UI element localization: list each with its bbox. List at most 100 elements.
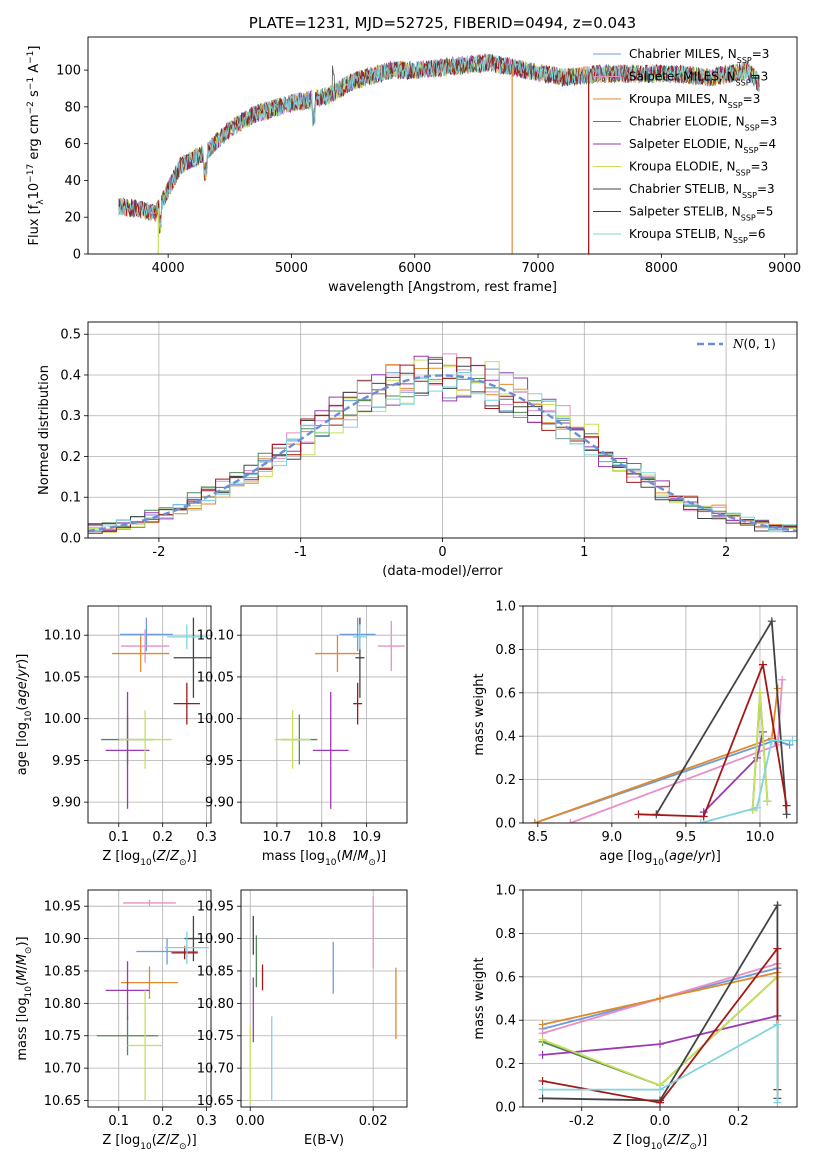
normal-reference-curve [88,374,797,533]
label-part: )] [187,1133,197,1148]
y-tick-label: 100 [56,64,81,79]
weight-marker [758,660,767,669]
y-axis-label-text: mass weight [472,957,487,1039]
plot-area [88,322,797,538]
legend-entry: Chabrier MILES, NSSP=3 [629,47,769,65]
legend-name: Salpeter MILES, N [629,70,736,84]
y-axis-label: age [log10(age/yr)] [15,654,34,776]
x-tick-label: 8.5 [527,830,548,845]
legend-eq: = [752,47,762,61]
label-part: A [27,64,42,77]
y-tick-label: 10.05 [44,670,81,685]
panel-weight-vs-z: -0.2 0.0 0.20.00.20.40.60.81.0Z [log10(Z/Z… [472,884,798,1152]
label-part: age [669,849,693,864]
x-tick-label: 10.9 [352,830,381,845]
label-subscript: 10 [140,1142,152,1152]
legend-count: 5 [766,205,774,219]
weight-marker [530,819,539,823]
legend-entry: Salpeter MILES, NSSP=3 [629,70,768,88]
y-tick-label: 9.95 [205,754,234,769]
label-part: ( [15,981,30,986]
error-cross-point [164,931,209,964]
error-cross-point [274,710,311,769]
x-axis-label: mass [log10(M/M⊙)] [262,849,386,868]
y-tick-label: 80 [64,100,81,115]
weight-marker [566,819,575,823]
y-tick-label: 10.95 [197,900,234,915]
y-tick-label: 10.85 [197,964,234,979]
x-tick-label: 0.1 [108,1114,129,1129]
plot-area [88,606,211,823]
y-tick-label: 10.00 [44,712,81,727]
x-tick-label: 9.5 [676,830,697,845]
label-subscript: ⊙ [368,858,376,868]
legend-subscript: SSP [736,78,751,87]
legend-eq: = [757,182,767,196]
y-tick-label: 0.6 [495,970,516,985]
y-tick-label: 10.10 [44,629,81,644]
y-tick-label: 0.4 [495,730,516,745]
legend-entry: Salpeter ELODIE, NSSP=4 [629,137,776,155]
axes-frame [240,605,408,824]
y-tick-label: 10.75 [44,1029,81,1044]
label-subscript: 10 [651,1142,663,1152]
panel-age-vs-mass: 10.7 10.8 10.9 9.90 9.95 10.00 10.05 10.10 mass … [197,605,408,868]
weight-marker [656,1085,664,1094]
error-cross-point [315,635,360,672]
axes-frame [87,889,212,1108]
legend-name: Chabrier ELODIE, N [629,115,745,129]
weight-marker [785,740,794,749]
axes-frame [522,889,798,1108]
label-part: M [15,954,30,965]
x-tick-label: 1 [580,545,588,560]
x-tick-label: 0.3 [196,1114,217,1129]
legend-subscript: SSP [737,56,752,65]
label-subscript: ⊙ [179,858,187,868]
error-cross-point [377,621,405,672]
y-tick-label: 0.3 [60,409,81,424]
plot-area [88,890,211,1107]
label-part: M [342,849,353,864]
axes-frame [87,36,798,255]
label-part: yr [15,662,30,678]
label-superscript: −2 [26,101,36,114]
x-axis-label: E(B-V) [304,1133,344,1148]
legend-entry: Chabrier STELIB, NSSP=3 [629,182,775,200]
weight-marker [763,797,772,806]
y-tick-label: 10.95 [44,900,81,915]
weight-marker [656,1098,664,1107]
x-tick-label: 2 [722,545,730,560]
plot-area [118,52,760,254]
y-tick-label: 9.95 [52,754,81,769]
x-axis-label-text: age [log [599,849,652,864]
label-part: erg cm [27,114,42,163]
y-tick-label: 20 [64,211,81,226]
x-tick-label: 7000 [522,261,555,276]
plot-area [523,890,797,1107]
label-superscript: −1 [26,51,36,64]
weight-marker [782,810,791,819]
label-part: yr [697,849,713,864]
plot-area [523,606,797,823]
label-part: )] [15,654,30,664]
legend-entry: Chabrier ELODIE, NSSP=3 [629,115,777,133]
x-tick-label: 5000 [275,261,308,276]
x-axis-label: (data-model)/error [382,564,503,579]
label-part: / [353,849,358,864]
weight-series-line [534,739,790,823]
error-cross-point [136,938,198,965]
y-tick-label: 60 [64,137,81,152]
label-part: Z [156,1133,167,1148]
label-part: Z [680,1133,691,1148]
error-cross-point [312,691,349,809]
label-subscript: 10 [652,858,664,868]
axes-frame [87,321,798,539]
label-subscript: 10 [24,710,34,722]
label-part: Z [169,1133,180,1148]
x-tick-label: 10.7 [262,830,291,845]
y-tick-label: 10.80 [44,997,81,1012]
legend-params: (0, 1) [744,337,776,351]
weight-marker [767,736,776,745]
x-tick-label: 4000 [152,261,185,276]
